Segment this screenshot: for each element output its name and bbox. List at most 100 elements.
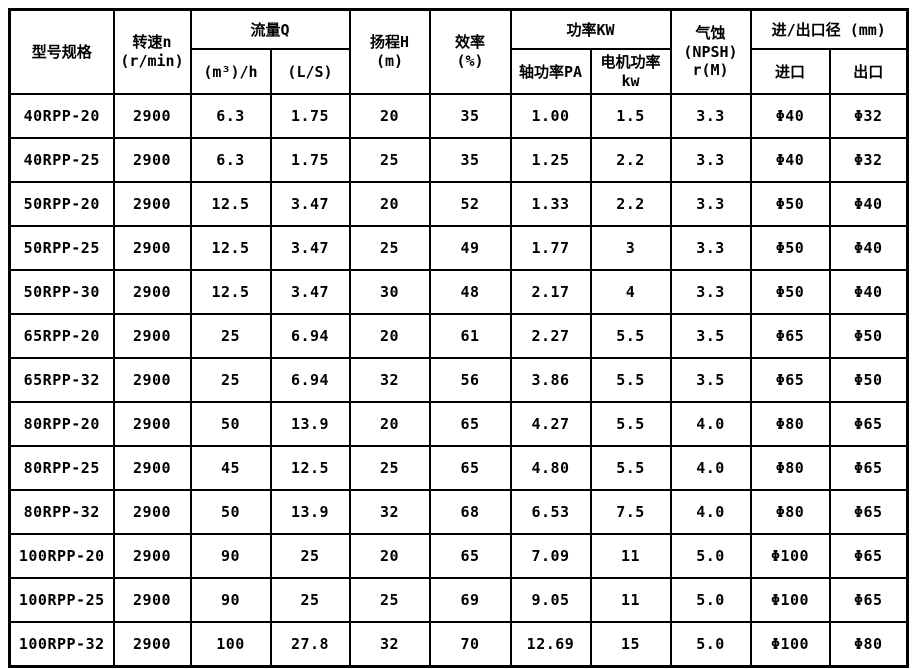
cell-shaft-power: 12.69 [509, 621, 592, 668]
cell-model: 40RPP-20 [8, 93, 115, 139]
cell-npsh: 5.0 [669, 577, 752, 623]
cell-outlet: Φ80 [828, 621, 909, 668]
header-flow-m3h: (m³)/h [189, 48, 272, 95]
header-row-2: (m³)/h (L/S) 轴功率PA 电机功率 kw 进口 出口 [10, 48, 909, 95]
header-power-group: 功率KW [509, 8, 672, 50]
cell-speed: 2900 [112, 489, 192, 535]
cell-model: 65RPP-32 [8, 357, 115, 403]
cell-head: 32 [348, 489, 431, 535]
header-flow-group: 流量Q [189, 8, 351, 50]
cell-npsh: 4.0 [669, 445, 752, 491]
cell-npsh: 4.0 [669, 401, 752, 447]
cell-npsh: 3.3 [669, 269, 752, 315]
cell-outlet: Φ50 [828, 357, 909, 403]
header-flow-ls: (L/S) [269, 48, 351, 95]
cell-speed: 2900 [112, 225, 192, 271]
table-row: 80RPP-20 2900 50 13.9 20 65 4.27 5.5 4.0 Φ80 Φ65 [8, 401, 909, 447]
cell-inlet: Φ80 [749, 489, 831, 535]
table-row: 100RPP-25 2900 90 25 25 69 9.05 11 5.0 Φ100 Φ65 [8, 577, 909, 623]
cell-outlet: Φ65 [828, 533, 909, 579]
cell-shaft-power: 9.05 [509, 577, 592, 623]
cell-outlet: Φ40 [828, 269, 909, 315]
table-row: 50RPP-20 2900 12.5 3.47 20 52 1.33 2.2 3.3 Φ50 Φ40 [8, 181, 909, 227]
cell-flow-m3h: 50 [189, 489, 272, 535]
table-header: 型号规格 转速n (r/min) 流量Q 扬程H (m) 效率 (%) 功率KW… [8, 8, 909, 95]
cell-motor-power: 5.5 [589, 401, 672, 447]
header-head: 扬程H (m) [348, 8, 431, 95]
pump-spec-table: 型号规格 转速n (r/min) 流量Q 扬程H (m) 效率 (%) 功率KW… [8, 8, 909, 668]
cell-efficiency: 65 [428, 445, 512, 491]
cell-speed: 2900 [112, 137, 192, 183]
header-model-label: 型号规格 [31, 42, 92, 61]
cell-outlet: Φ40 [828, 181, 909, 227]
cell-model: 65RPP-20 [8, 313, 115, 359]
cell-head: 25 [348, 445, 431, 491]
cell-shaft-power: 1.00 [509, 93, 592, 139]
header-npsh: 气蚀 (NPSH) r(M) [669, 8, 752, 95]
cell-motor-power: 11 [589, 533, 672, 579]
cell-efficiency: 49 [428, 225, 512, 271]
cell-model: 50RPP-20 [8, 181, 115, 227]
cell-shaft-power: 1.25 [509, 137, 592, 183]
cell-head: 25 [348, 137, 431, 183]
cell-efficiency: 56 [428, 357, 512, 403]
cell-model: 80RPP-32 [8, 489, 115, 535]
cell-motor-power: 3 [589, 225, 672, 271]
cell-flow-m3h: 50 [189, 401, 272, 447]
cell-flow-ls: 3.47 [269, 225, 351, 271]
cell-flow-ls: 1.75 [269, 93, 351, 139]
cell-efficiency: 48 [428, 269, 512, 315]
cell-npsh: 3.3 [669, 225, 752, 271]
cell-flow-ls: 6.94 [269, 313, 351, 359]
cell-flow-ls: 25 [269, 577, 351, 623]
cell-flow-ls: 6.94 [269, 357, 351, 403]
cell-npsh: 5.0 [669, 621, 752, 668]
cell-motor-power: 7.5 [589, 489, 672, 535]
cell-outlet: Φ40 [828, 225, 909, 271]
cell-outlet: Φ32 [828, 93, 909, 139]
cell-motor-power: 5.5 [589, 313, 672, 359]
cell-inlet: Φ80 [749, 445, 831, 491]
cell-flow-m3h: 100 [189, 621, 272, 668]
table-row: 50RPP-30 2900 12.5 3.47 30 48 2.17 4 3.3 Φ50 Φ40 [8, 269, 909, 315]
header-inout-group: 进/出口径 (mm) [749, 8, 909, 50]
cell-outlet: Φ32 [828, 137, 909, 183]
cell-npsh: 4.0 [669, 489, 752, 535]
cell-model: 100RPP-25 [8, 577, 115, 623]
cell-inlet: Φ100 [749, 621, 831, 668]
cell-model: 50RPP-25 [8, 225, 115, 271]
cell-efficiency: 65 [428, 533, 512, 579]
table-row: 50RPP-25 2900 12.5 3.47 25 49 1.77 3 3.3 Φ50 Φ40 [8, 225, 909, 271]
cell-npsh: 3.5 [669, 357, 752, 403]
cell-speed: 2900 [112, 269, 192, 315]
cell-flow-ls: 25 [269, 533, 351, 579]
cell-motor-power: 5.5 [589, 445, 672, 491]
cell-head: 20 [348, 401, 431, 447]
cell-flow-m3h: 12.5 [189, 269, 272, 315]
cell-speed: 2900 [112, 445, 192, 491]
table-row: 65RPP-32 2900 25 6.94 32 56 3.86 5.5 3.5 Φ65 Φ50 [8, 357, 909, 403]
cell-flow-ls: 3.47 [269, 181, 351, 227]
header-row-1: 型号规格 转速n (r/min) 流量Q 扬程H (m) 效率 (%) 功率KW… [8, 8, 909, 95]
cell-flow-ls: 13.9 [269, 489, 351, 535]
header-speed-line1: 转速n [132, 33, 172, 52]
cell-npsh: 3.3 [669, 93, 752, 139]
cell-shaft-power: 7.09 [509, 533, 592, 579]
cell-npsh: 5.0 [669, 533, 752, 579]
table-body: 40RPP-20 2900 6.3 1.75 20 35 1.00 1.5 3.3 Φ40 Φ32 4… [8, 93, 909, 668]
header-speed: 转速n (r/min) [112, 8, 192, 95]
table-row: 65RPP-20 2900 25 6.94 20 61 2.27 5.5 3.5 Φ65 Φ50 [8, 313, 909, 359]
cell-head: 20 [348, 181, 431, 227]
cell-efficiency: 35 [428, 137, 512, 183]
cell-shaft-power: 4.27 [509, 401, 592, 447]
cell-flow-ls: 27.8 [269, 621, 351, 668]
header-motor-power-line1: 电机功率 [600, 52, 661, 71]
cell-inlet: Φ50 [749, 225, 831, 271]
header-head-line2: (m) [375, 52, 404, 70]
cell-head: 20 [348, 533, 431, 579]
header-npsh-line2: (NPSH) [683, 42, 738, 61]
cell-model: 50RPP-30 [8, 269, 115, 315]
table-row: 40RPP-25 2900 6.3 1.75 25 35 1.25 2.2 3.3 Φ40 Φ32 [8, 137, 909, 183]
header-inlet: 进口 [749, 48, 831, 95]
